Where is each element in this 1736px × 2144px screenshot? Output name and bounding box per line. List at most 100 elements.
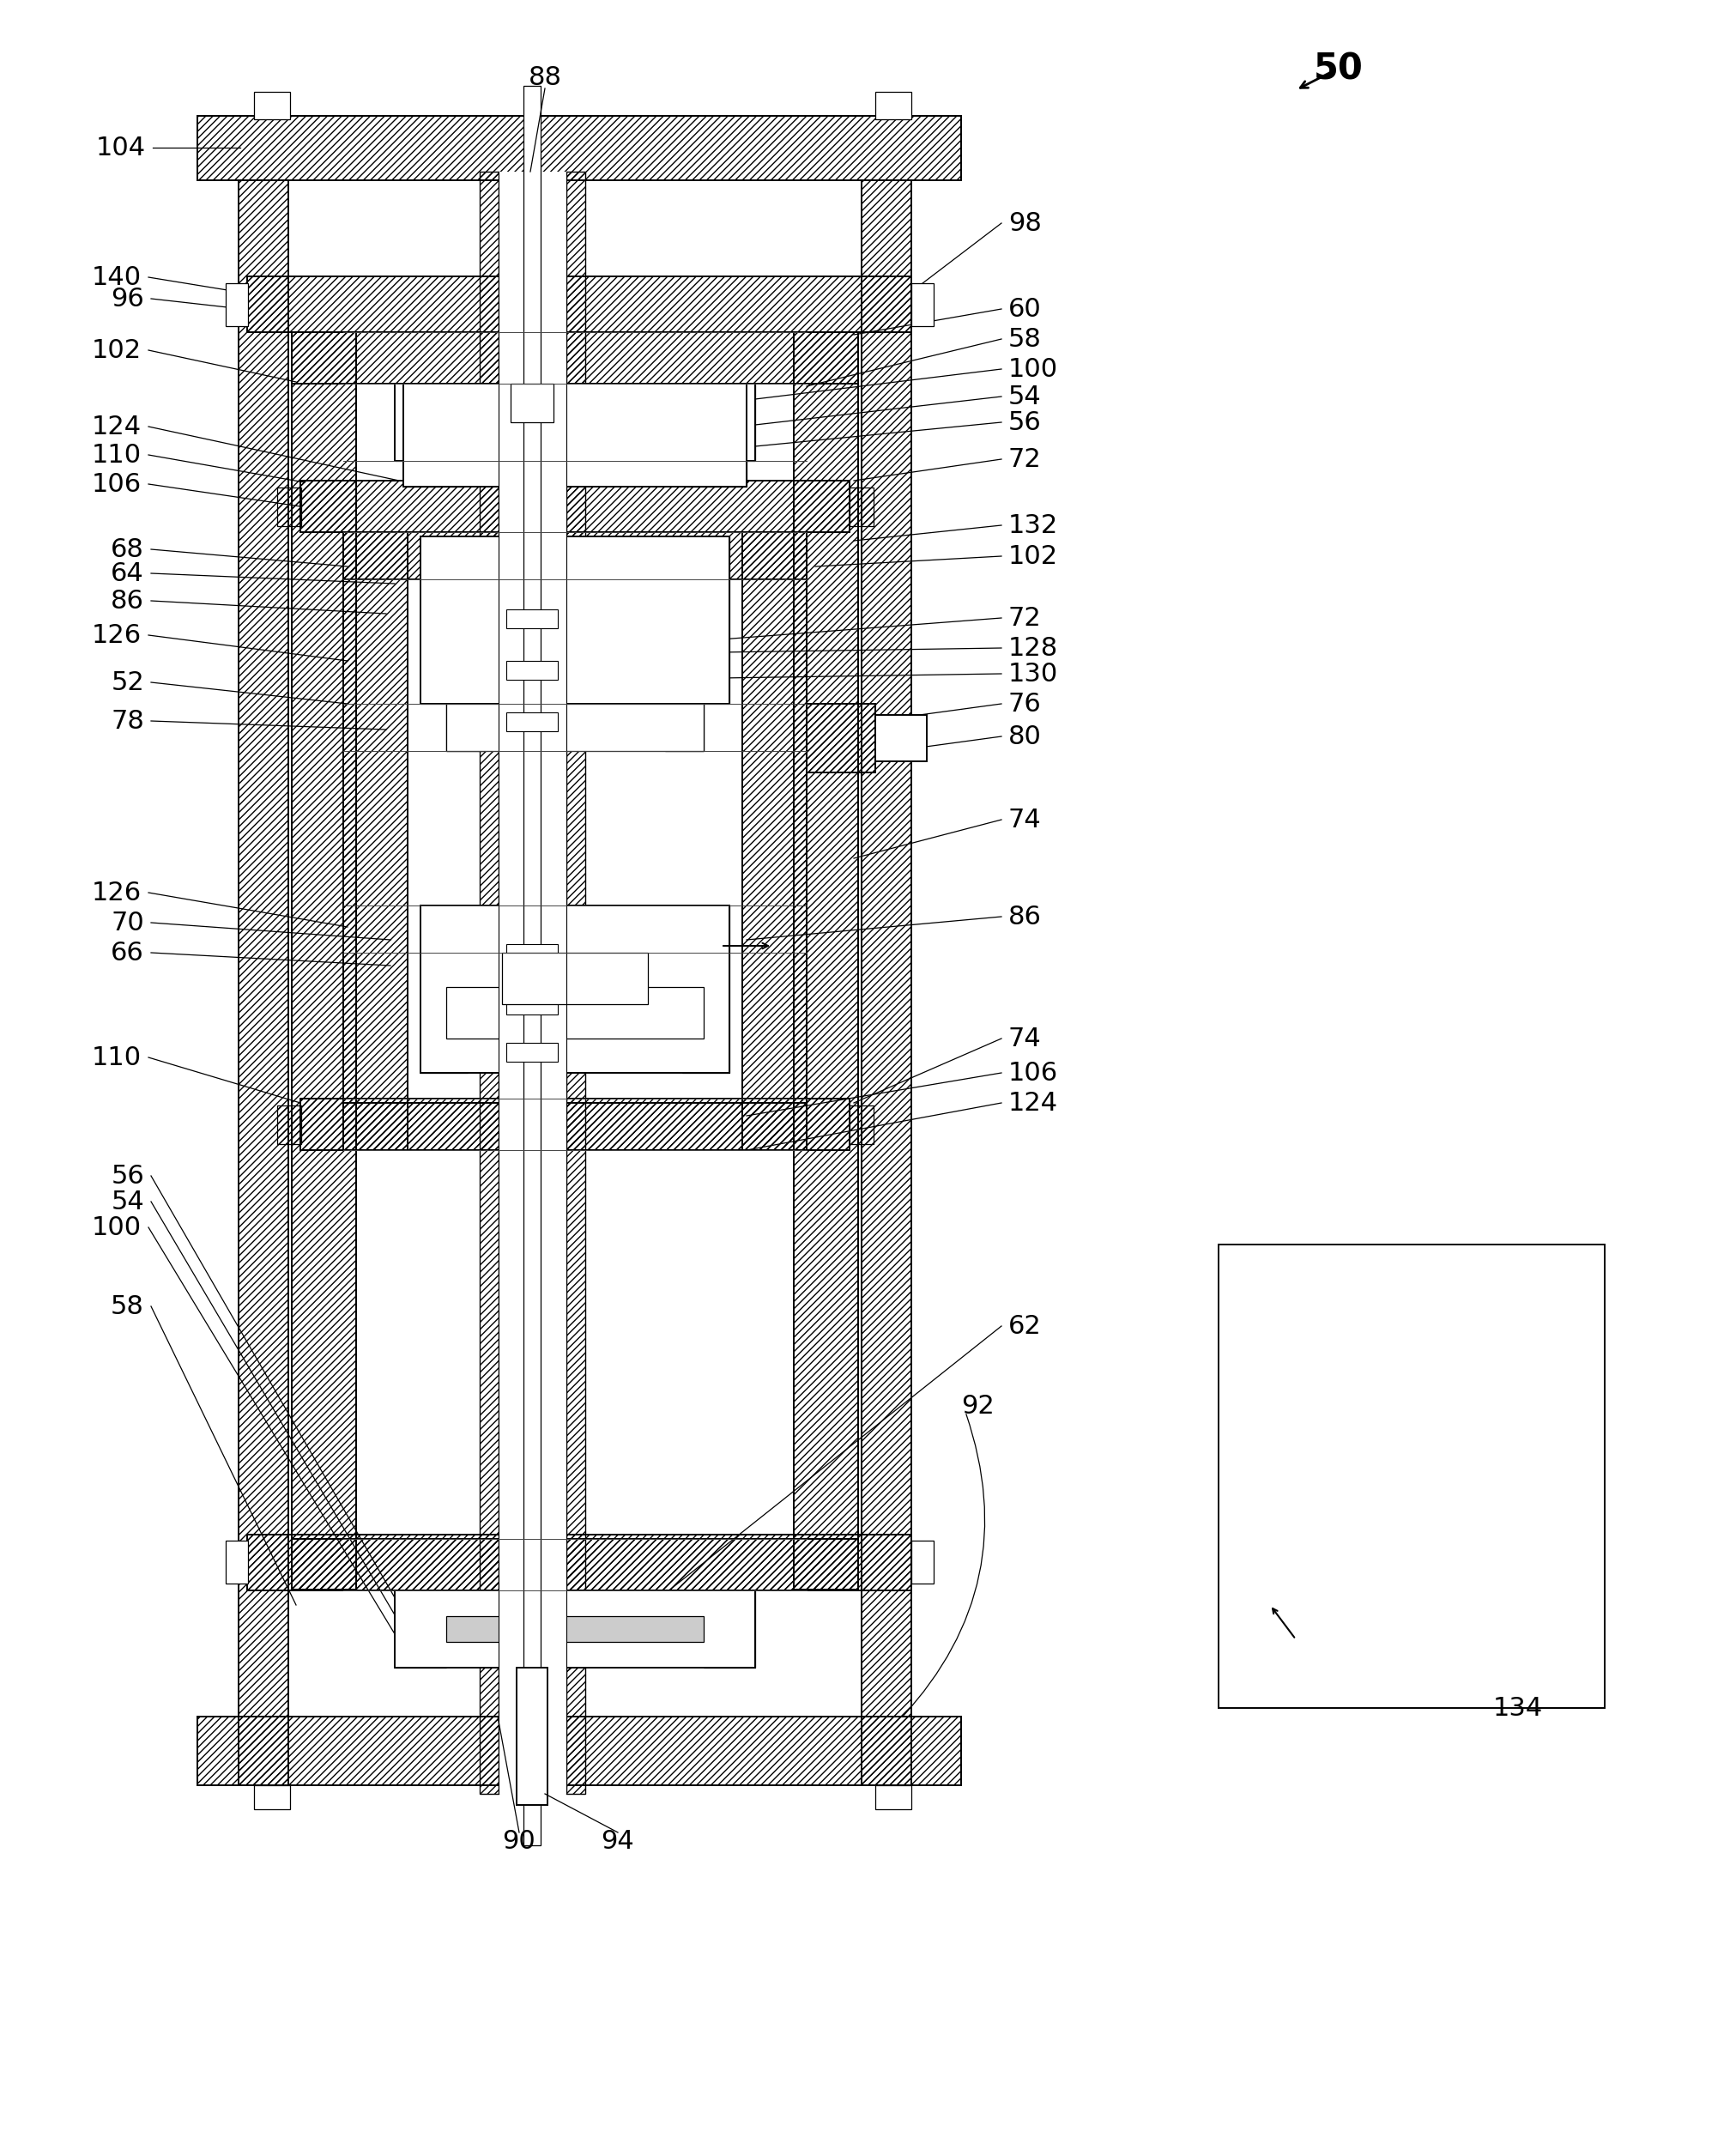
Text: 110: 110: [92, 442, 142, 467]
Bar: [420, 905, 729, 1072]
Text: 74: 74: [1009, 1027, 1042, 1051]
Bar: [446, 410, 703, 435]
Text: 80: 80: [1009, 725, 1042, 748]
Bar: [507, 1042, 557, 1061]
Bar: [682, 905, 729, 1072]
Bar: [292, 1539, 858, 1591]
Bar: [682, 536, 729, 703]
Bar: [507, 943, 557, 963]
Text: 52: 52: [111, 669, 144, 695]
Text: 90: 90: [502, 1829, 536, 1852]
Text: 100: 100: [1009, 356, 1059, 382]
Bar: [507, 609, 557, 628]
Text: 96: 96: [111, 287, 144, 311]
Bar: [403, 384, 746, 487]
Bar: [911, 1542, 934, 1584]
Bar: [510, 384, 554, 422]
Bar: [247, 1535, 911, 1591]
Text: 58: 58: [111, 1293, 144, 1319]
Bar: [198, 116, 962, 180]
Bar: [875, 1786, 911, 1810]
Bar: [300, 480, 849, 532]
Bar: [861, 180, 911, 1786]
Text: 106: 106: [1009, 1061, 1059, 1085]
Text: 88: 88: [528, 64, 562, 90]
Text: 64: 64: [111, 562, 144, 585]
Text: 126: 126: [92, 881, 142, 905]
Bar: [510, 384, 554, 422]
Text: 56: 56: [111, 1164, 144, 1188]
Text: 54: 54: [1009, 384, 1042, 410]
Bar: [420, 536, 729, 703]
Bar: [849, 1106, 873, 1145]
Text: 62: 62: [1009, 1314, 1042, 1338]
Bar: [1219, 1244, 1604, 1709]
Text: 102: 102: [92, 339, 142, 362]
Text: 58: 58: [1009, 326, 1042, 352]
Text: 130: 130: [1009, 660, 1059, 686]
Bar: [226, 283, 248, 326]
Bar: [420, 905, 467, 1072]
Bar: [849, 487, 873, 525]
Text: 100: 100: [92, 1216, 142, 1239]
Text: 72: 72: [1009, 605, 1042, 630]
Text: 110: 110: [92, 1044, 142, 1070]
Bar: [524, 86, 540, 1846]
Bar: [253, 1786, 290, 1810]
Bar: [479, 172, 498, 1795]
Bar: [911, 283, 934, 326]
Bar: [686, 384, 746, 487]
Text: 86: 86: [111, 587, 144, 613]
Text: 106: 106: [92, 472, 142, 497]
Bar: [198, 1717, 962, 1786]
Bar: [403, 384, 464, 487]
Bar: [292, 332, 356, 1589]
Text: 76: 76: [1009, 690, 1042, 716]
Text: 124: 124: [92, 414, 142, 440]
Bar: [278, 487, 302, 525]
Bar: [394, 1591, 446, 1668]
Bar: [278, 1106, 302, 1145]
Bar: [394, 1591, 755, 1668]
Bar: [665, 986, 703, 1038]
Text: 86: 86: [1009, 905, 1042, 928]
Text: 102: 102: [1009, 545, 1059, 568]
Bar: [703, 1591, 755, 1668]
Bar: [743, 532, 807, 1149]
Bar: [394, 384, 755, 461]
Bar: [446, 986, 484, 1038]
Bar: [394, 384, 446, 461]
Text: 70: 70: [111, 911, 144, 935]
Bar: [498, 172, 566, 1795]
Bar: [344, 1102, 807, 1149]
Text: 78: 78: [111, 708, 144, 733]
Bar: [793, 332, 858, 1589]
Bar: [446, 1617, 703, 1642]
Bar: [807, 703, 875, 772]
Bar: [226, 1542, 248, 1584]
Bar: [253, 92, 290, 120]
Bar: [446, 986, 703, 1038]
Bar: [507, 995, 557, 1014]
Text: 54: 54: [111, 1190, 144, 1214]
Text: 126: 126: [92, 622, 142, 647]
Bar: [502, 952, 648, 1003]
Bar: [507, 660, 557, 680]
Text: 132: 132: [1009, 512, 1059, 538]
Bar: [446, 703, 484, 750]
Text: 140: 140: [92, 264, 142, 289]
Bar: [665, 703, 703, 750]
Bar: [507, 609, 557, 628]
Bar: [238, 180, 288, 1786]
Bar: [344, 532, 408, 1149]
Text: 104: 104: [95, 135, 146, 161]
Bar: [344, 532, 807, 579]
Bar: [703, 384, 755, 461]
Text: 66: 66: [111, 941, 144, 965]
Bar: [420, 536, 467, 703]
Bar: [446, 703, 703, 750]
Bar: [566, 172, 585, 1795]
Bar: [507, 995, 557, 1014]
Bar: [300, 1098, 849, 1149]
Text: 68: 68: [111, 536, 144, 562]
